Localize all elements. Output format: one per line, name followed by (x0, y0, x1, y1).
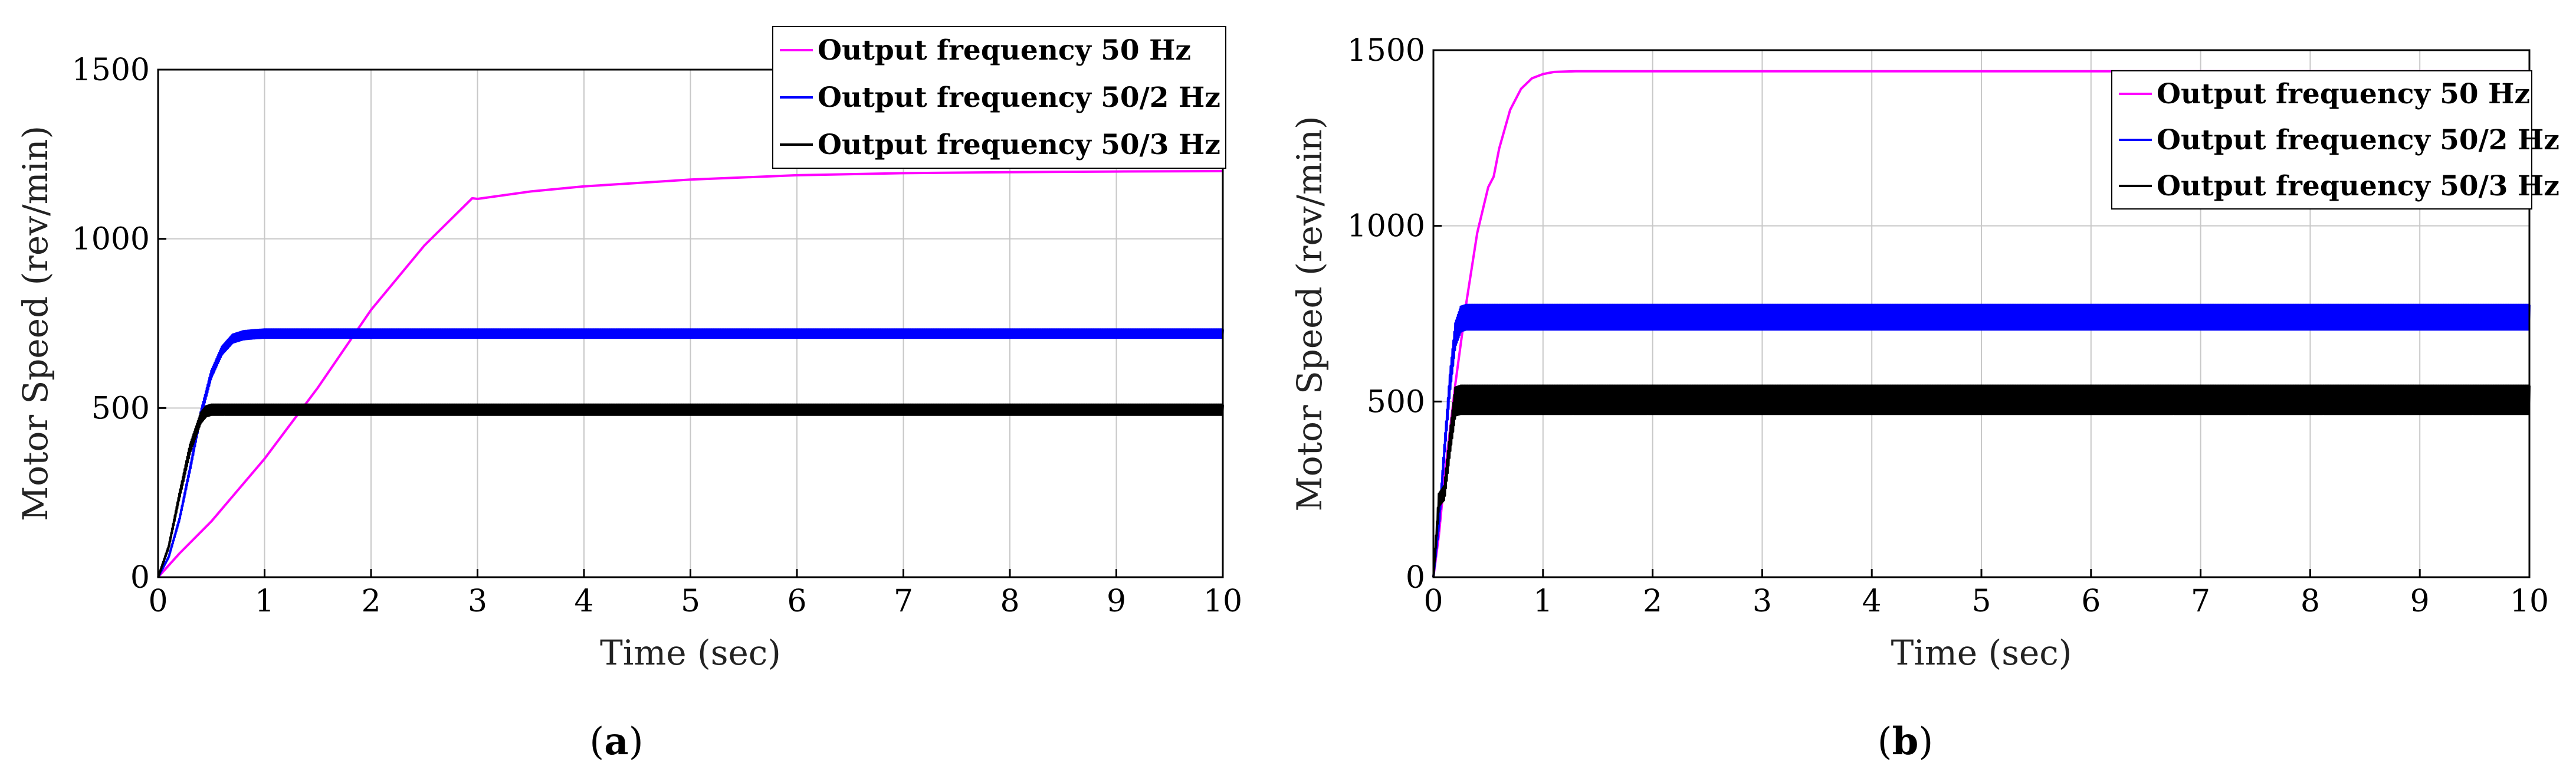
y-tick-label: 1000 (72, 222, 150, 257)
x-axis-title: Time (sec) (600, 633, 781, 673)
x-tick-label: 9 (1107, 584, 1126, 619)
chart-panel-a: 0 1 2 3 4 5 6 7 8 9 10 0 500 1000 1500 Time (sec) Motor … (15, 26, 1242, 673)
legend-label-3: Output frequency 50/3 Hz (2157, 170, 2559, 202)
series-line-3 (157, 403, 1224, 578)
x-tick-label: 5 (681, 584, 700, 619)
y-tick-label: 500 (91, 391, 150, 426)
caption-a: (a) (589, 719, 643, 764)
legend-box (2111, 70, 2532, 210)
x-tick-label: 10 (2510, 584, 2549, 619)
y-tick-label: 1000 (1347, 209, 1425, 244)
x-tick-label: 6 (787, 584, 806, 619)
y-tick-label: 1500 (1347, 33, 1425, 68)
series-line-1 (157, 170, 1223, 578)
x-tick-label: 4 (574, 584, 593, 619)
x-tick-label: 0 (148, 584, 168, 619)
y-tick-label: 0 (1406, 560, 1425, 596)
x-tick-label: 7 (894, 584, 913, 619)
x-axis-title: Time (sec) (1891, 633, 2072, 673)
legend: Output frequency 50 Hz Output frequency 5… (2111, 70, 2559, 210)
legend-label-1: Output frequency 50 Hz (818, 34, 1191, 67)
x-tick-label: 1 (255, 584, 274, 619)
caption-b: (b) (1878, 719, 1934, 764)
legend-label-2: Output frequency 50/2 Hz (818, 81, 1220, 114)
x-tick-label: 5 (1971, 584, 1991, 619)
legend: Output frequency 50 Hz Output frequency 5… (772, 26, 1226, 169)
y-tick-label: 1500 (72, 53, 150, 88)
x-tick-label: 2 (361, 584, 380, 619)
chart-panel-b: 0 1 2 3 4 5 6 7 8 9 10 0 500 1000 1500 Time (sec) Motor … (1289, 33, 2559, 673)
x-tick-label: 3 (1753, 584, 1772, 619)
x-tick-label: 1 (1533, 584, 1553, 619)
legend-label-3: Output frequency 50/3 Hz (818, 129, 1220, 161)
x-tick-label: 10 (1203, 584, 1242, 619)
x-tick-label: 9 (2410, 584, 2430, 619)
x-tick-label: 4 (1862, 584, 1882, 619)
x-tick-label: 2 (1643, 584, 1662, 619)
y-axis-title: Motor Speed (rev/min) (1289, 116, 1330, 511)
x-tick-label: 8 (2301, 584, 2320, 619)
y-tick-label: 0 (130, 560, 150, 596)
legend-label-2: Output frequency 50/2 Hz (2157, 124, 2559, 156)
series-line-3 (1432, 384, 2531, 578)
y-axis-title: Motor Speed (rev/min) (15, 126, 55, 521)
legend-label-1: Output frequency 50 Hz (2157, 78, 2530, 110)
y-tick-label: 500 (1367, 384, 1425, 420)
series-line-2 (157, 328, 1224, 578)
series-line-2 (1432, 303, 2531, 578)
x-tick-label: 3 (468, 584, 487, 619)
x-tick-label: 0 (1423, 584, 1443, 619)
x-tick-label: 8 (1000, 584, 1019, 619)
x-tick-label: 6 (2081, 584, 2101, 619)
x-tick-label: 7 (2191, 584, 2210, 619)
legend-box (772, 26, 1226, 169)
